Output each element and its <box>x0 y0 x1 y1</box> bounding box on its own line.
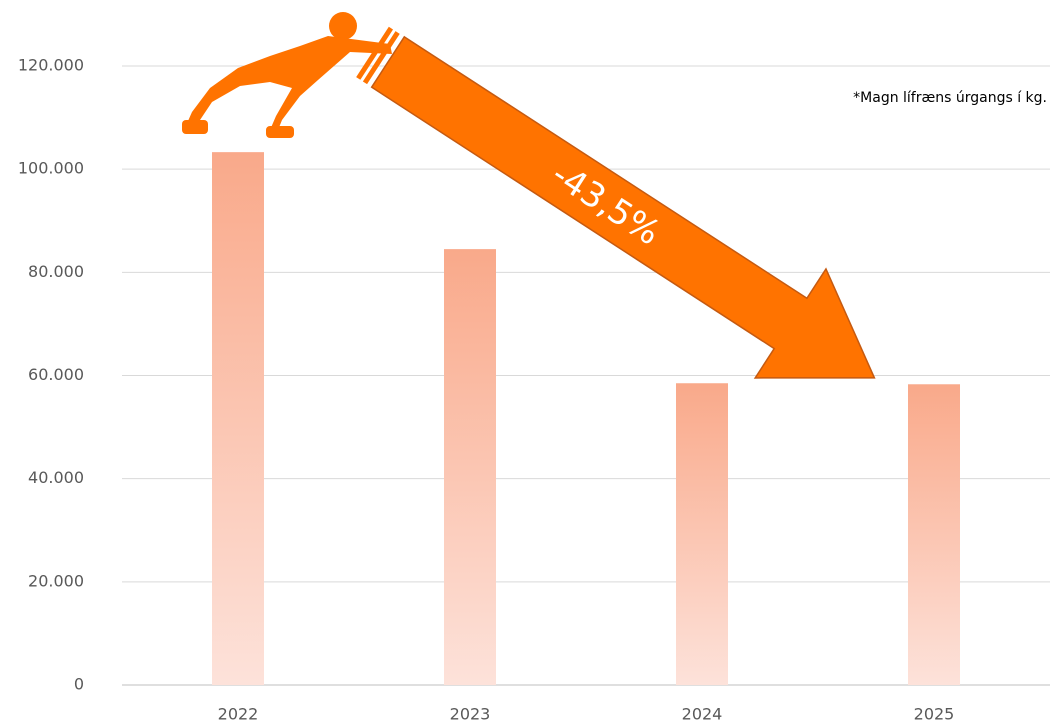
y-tick-label: 20.000 <box>28 571 84 590</box>
trend-arrow: -43,5% <box>356 26 876 379</box>
y-tick-label: 40.000 <box>28 468 84 487</box>
y-tick-label: 100.000 <box>18 159 84 178</box>
note: *Magn lífræns úrgangs í kg. <box>853 90 1047 106</box>
x-tick-label: 2024 <box>682 705 723 724</box>
bar <box>676 383 728 685</box>
x-tick-label: 2022 <box>218 705 259 724</box>
bar <box>212 152 264 685</box>
y-tick-label: 120.000 <box>18 56 84 75</box>
y-tick-label: 60.000 <box>28 365 84 384</box>
pushing-figure <box>182 12 392 138</box>
bar <box>444 249 496 685</box>
bars <box>212 152 960 685</box>
y-tick-label: 80.000 <box>28 262 84 281</box>
x-tick-label: 2023 <box>450 705 491 724</box>
x-tick-label: 2025 <box>914 705 955 724</box>
bar <box>908 384 960 685</box>
y-tick-label: 0 <box>74 675 84 694</box>
